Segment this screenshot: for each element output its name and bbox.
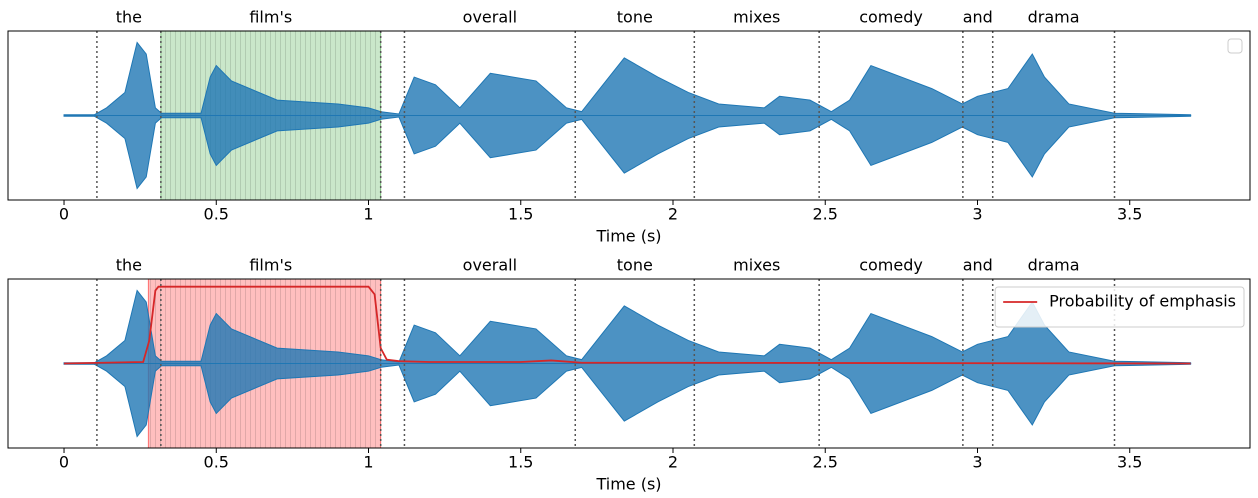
legend-box [994,286,1245,328]
plot-frame [7,278,1251,449]
word-label: mixes [733,256,780,275]
word-label: film's [249,8,292,27]
legend-label: Probability of emphasis [1049,292,1236,311]
x-tick-label: 0 [59,205,69,224]
word-label: overall [463,256,517,275]
word-label: comedy [859,8,923,27]
x-tick-label: 2.5 [813,453,838,472]
word-label: mixes [733,8,780,27]
legend-box [1227,38,1243,54]
x-tick-label: 3.5 [1117,453,1142,472]
word-label: drama [1028,8,1080,27]
word-label: tone [617,256,653,275]
probability-line [64,285,1191,365]
x-tick-label: 1.5 [508,453,533,472]
x-tick-label: 0.5 [204,453,229,472]
word-label: overall [463,8,517,27]
word-label: drama [1028,256,1080,275]
x-tick-label: 0.5 [204,205,229,224]
x-tick-label: 2.5 [813,205,838,224]
x-tick-label: 2 [668,453,678,472]
waveform-lower [63,363,1192,438]
waveform-lower [63,115,1192,190]
word-label: film's [249,256,292,275]
x-axis-label: Time (s) [595,227,661,246]
word-label: and [963,256,993,275]
legend: Probability of emphasis [994,286,1245,328]
word-label: the [116,8,142,27]
x-tick-label: 1 [363,205,373,224]
x-tick-label: 1 [363,453,373,472]
x-tick-label: 3.5 [1117,205,1142,224]
x-tick-label: 3 [972,453,982,472]
x-tick-label: 0 [59,453,69,472]
x-axis-label: Time (s) [595,475,661,494]
word-label: the [116,256,142,275]
x-tick-label: 2 [668,205,678,224]
word-label: comedy [859,256,923,275]
panel: the film's overall tone mixes comedy and drama 0… [7,256,1251,494]
word-label: tone [617,8,653,27]
word-label: and [963,8,993,27]
panel: the film's overall tone mixes comedy and drama 0… [7,8,1251,246]
x-tick-label: 3 [972,205,982,224]
x-tick-label: 1.5 [508,205,533,224]
plot-frame [7,30,1251,201]
